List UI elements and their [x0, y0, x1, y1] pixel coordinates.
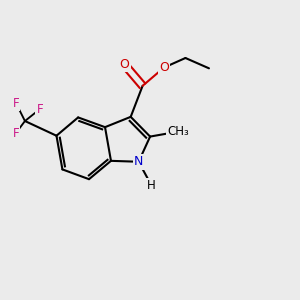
- Text: H: H: [147, 179, 156, 192]
- Text: N: N: [134, 155, 143, 168]
- Text: F: F: [37, 103, 43, 116]
- Text: F: F: [13, 97, 19, 110]
- Text: F: F: [13, 127, 19, 140]
- Text: O: O: [119, 58, 129, 71]
- Text: O: O: [159, 61, 169, 74]
- Text: CH₃: CH₃: [167, 125, 189, 138]
